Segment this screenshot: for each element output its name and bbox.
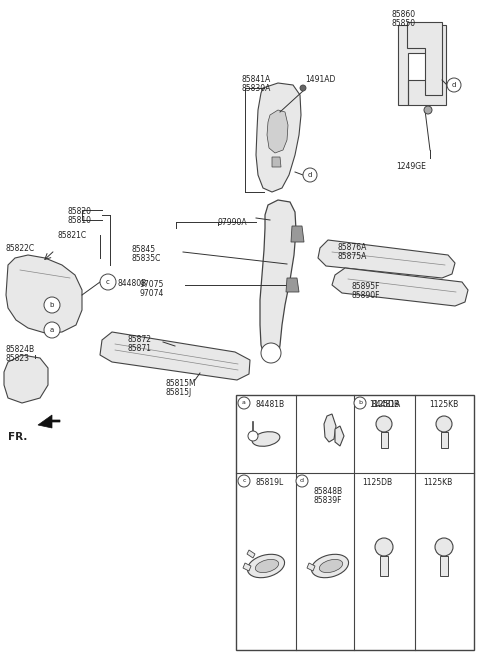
Circle shape (424, 106, 432, 114)
Circle shape (435, 538, 453, 556)
Text: 1125KB: 1125KB (429, 400, 458, 409)
Polygon shape (267, 110, 288, 153)
Circle shape (376, 416, 392, 432)
Text: 84480B: 84480B (118, 279, 147, 288)
Text: 85810: 85810 (68, 216, 92, 225)
Text: b: b (358, 400, 362, 405)
Text: 85872: 85872 (128, 335, 152, 344)
Text: 85830A: 85830A (242, 84, 271, 93)
Circle shape (375, 538, 393, 556)
Circle shape (354, 397, 366, 409)
Text: 85823: 85823 (5, 354, 29, 363)
Polygon shape (256, 83, 301, 192)
Circle shape (261, 343, 281, 363)
Text: 84481B: 84481B (256, 400, 285, 409)
Polygon shape (318, 240, 455, 278)
Text: 85815M: 85815M (165, 379, 196, 388)
Text: 85841A: 85841A (242, 75, 271, 84)
Text: d: d (452, 82, 456, 88)
Polygon shape (4, 355, 48, 403)
Polygon shape (307, 563, 315, 571)
Text: 85850: 85850 (392, 19, 416, 28)
Text: d: d (308, 172, 312, 178)
Bar (440, 556, 448, 576)
Circle shape (300, 85, 306, 91)
Text: 85824B: 85824B (5, 345, 34, 354)
Circle shape (238, 475, 250, 487)
Polygon shape (332, 268, 468, 306)
Text: 85822C: 85822C (6, 244, 35, 253)
Bar (381, 432, 388, 448)
Circle shape (296, 475, 308, 487)
Text: 85895F: 85895F (352, 282, 381, 291)
Text: 97075: 97075 (140, 280, 164, 289)
Polygon shape (407, 22, 442, 95)
Text: 1125KB: 1125KB (423, 478, 452, 487)
Text: 85819L: 85819L (256, 478, 284, 487)
Text: 97074: 97074 (140, 289, 164, 298)
Text: 85871: 85871 (128, 344, 152, 353)
Text: 85848B: 85848B (314, 487, 343, 496)
Ellipse shape (319, 559, 343, 572)
Circle shape (238, 397, 250, 409)
Circle shape (436, 416, 452, 432)
Text: 1125DB: 1125DB (369, 400, 399, 409)
Text: 97990A: 97990A (218, 218, 248, 227)
Text: 85835C: 85835C (131, 254, 160, 263)
Text: c: c (242, 479, 246, 483)
Circle shape (44, 297, 60, 313)
Text: 1125DB: 1125DB (362, 478, 392, 487)
Ellipse shape (312, 555, 348, 577)
Polygon shape (6, 255, 82, 333)
Polygon shape (291, 226, 304, 242)
Ellipse shape (252, 432, 280, 446)
Polygon shape (260, 200, 296, 362)
Circle shape (100, 274, 116, 290)
Polygon shape (272, 157, 281, 167)
Polygon shape (335, 426, 344, 446)
Text: 85876A: 85876A (338, 243, 367, 252)
Text: 85820: 85820 (68, 207, 92, 216)
Polygon shape (398, 25, 446, 105)
Text: 1249GE: 1249GE (396, 162, 426, 171)
Ellipse shape (247, 555, 285, 577)
Bar (236, 395, 474, 650)
Circle shape (44, 322, 60, 338)
Polygon shape (324, 414, 336, 442)
Text: d: d (300, 479, 304, 483)
Polygon shape (38, 415, 60, 428)
Polygon shape (100, 332, 250, 380)
Circle shape (303, 168, 317, 182)
Text: 85875A: 85875A (338, 252, 367, 261)
Polygon shape (286, 278, 299, 292)
Text: 85839F: 85839F (314, 496, 343, 505)
Ellipse shape (255, 559, 279, 572)
Text: 85860: 85860 (392, 10, 416, 19)
Text: 85890F: 85890F (352, 291, 381, 300)
Bar (380, 556, 388, 576)
Text: a: a (50, 327, 54, 333)
Text: 85845: 85845 (131, 245, 155, 254)
Text: 85815J: 85815J (165, 388, 191, 397)
Text: b: b (50, 302, 54, 308)
Polygon shape (243, 563, 251, 571)
Text: c: c (106, 279, 110, 285)
Text: FR.: FR. (8, 432, 27, 442)
Circle shape (447, 78, 461, 92)
Bar (441, 432, 448, 448)
Text: a: a (242, 400, 246, 405)
Polygon shape (247, 550, 255, 558)
Text: 1491AD: 1491AD (305, 75, 336, 84)
Text: 84481A: 84481A (372, 400, 401, 409)
Circle shape (248, 431, 258, 441)
Text: 85821C: 85821C (58, 231, 87, 240)
